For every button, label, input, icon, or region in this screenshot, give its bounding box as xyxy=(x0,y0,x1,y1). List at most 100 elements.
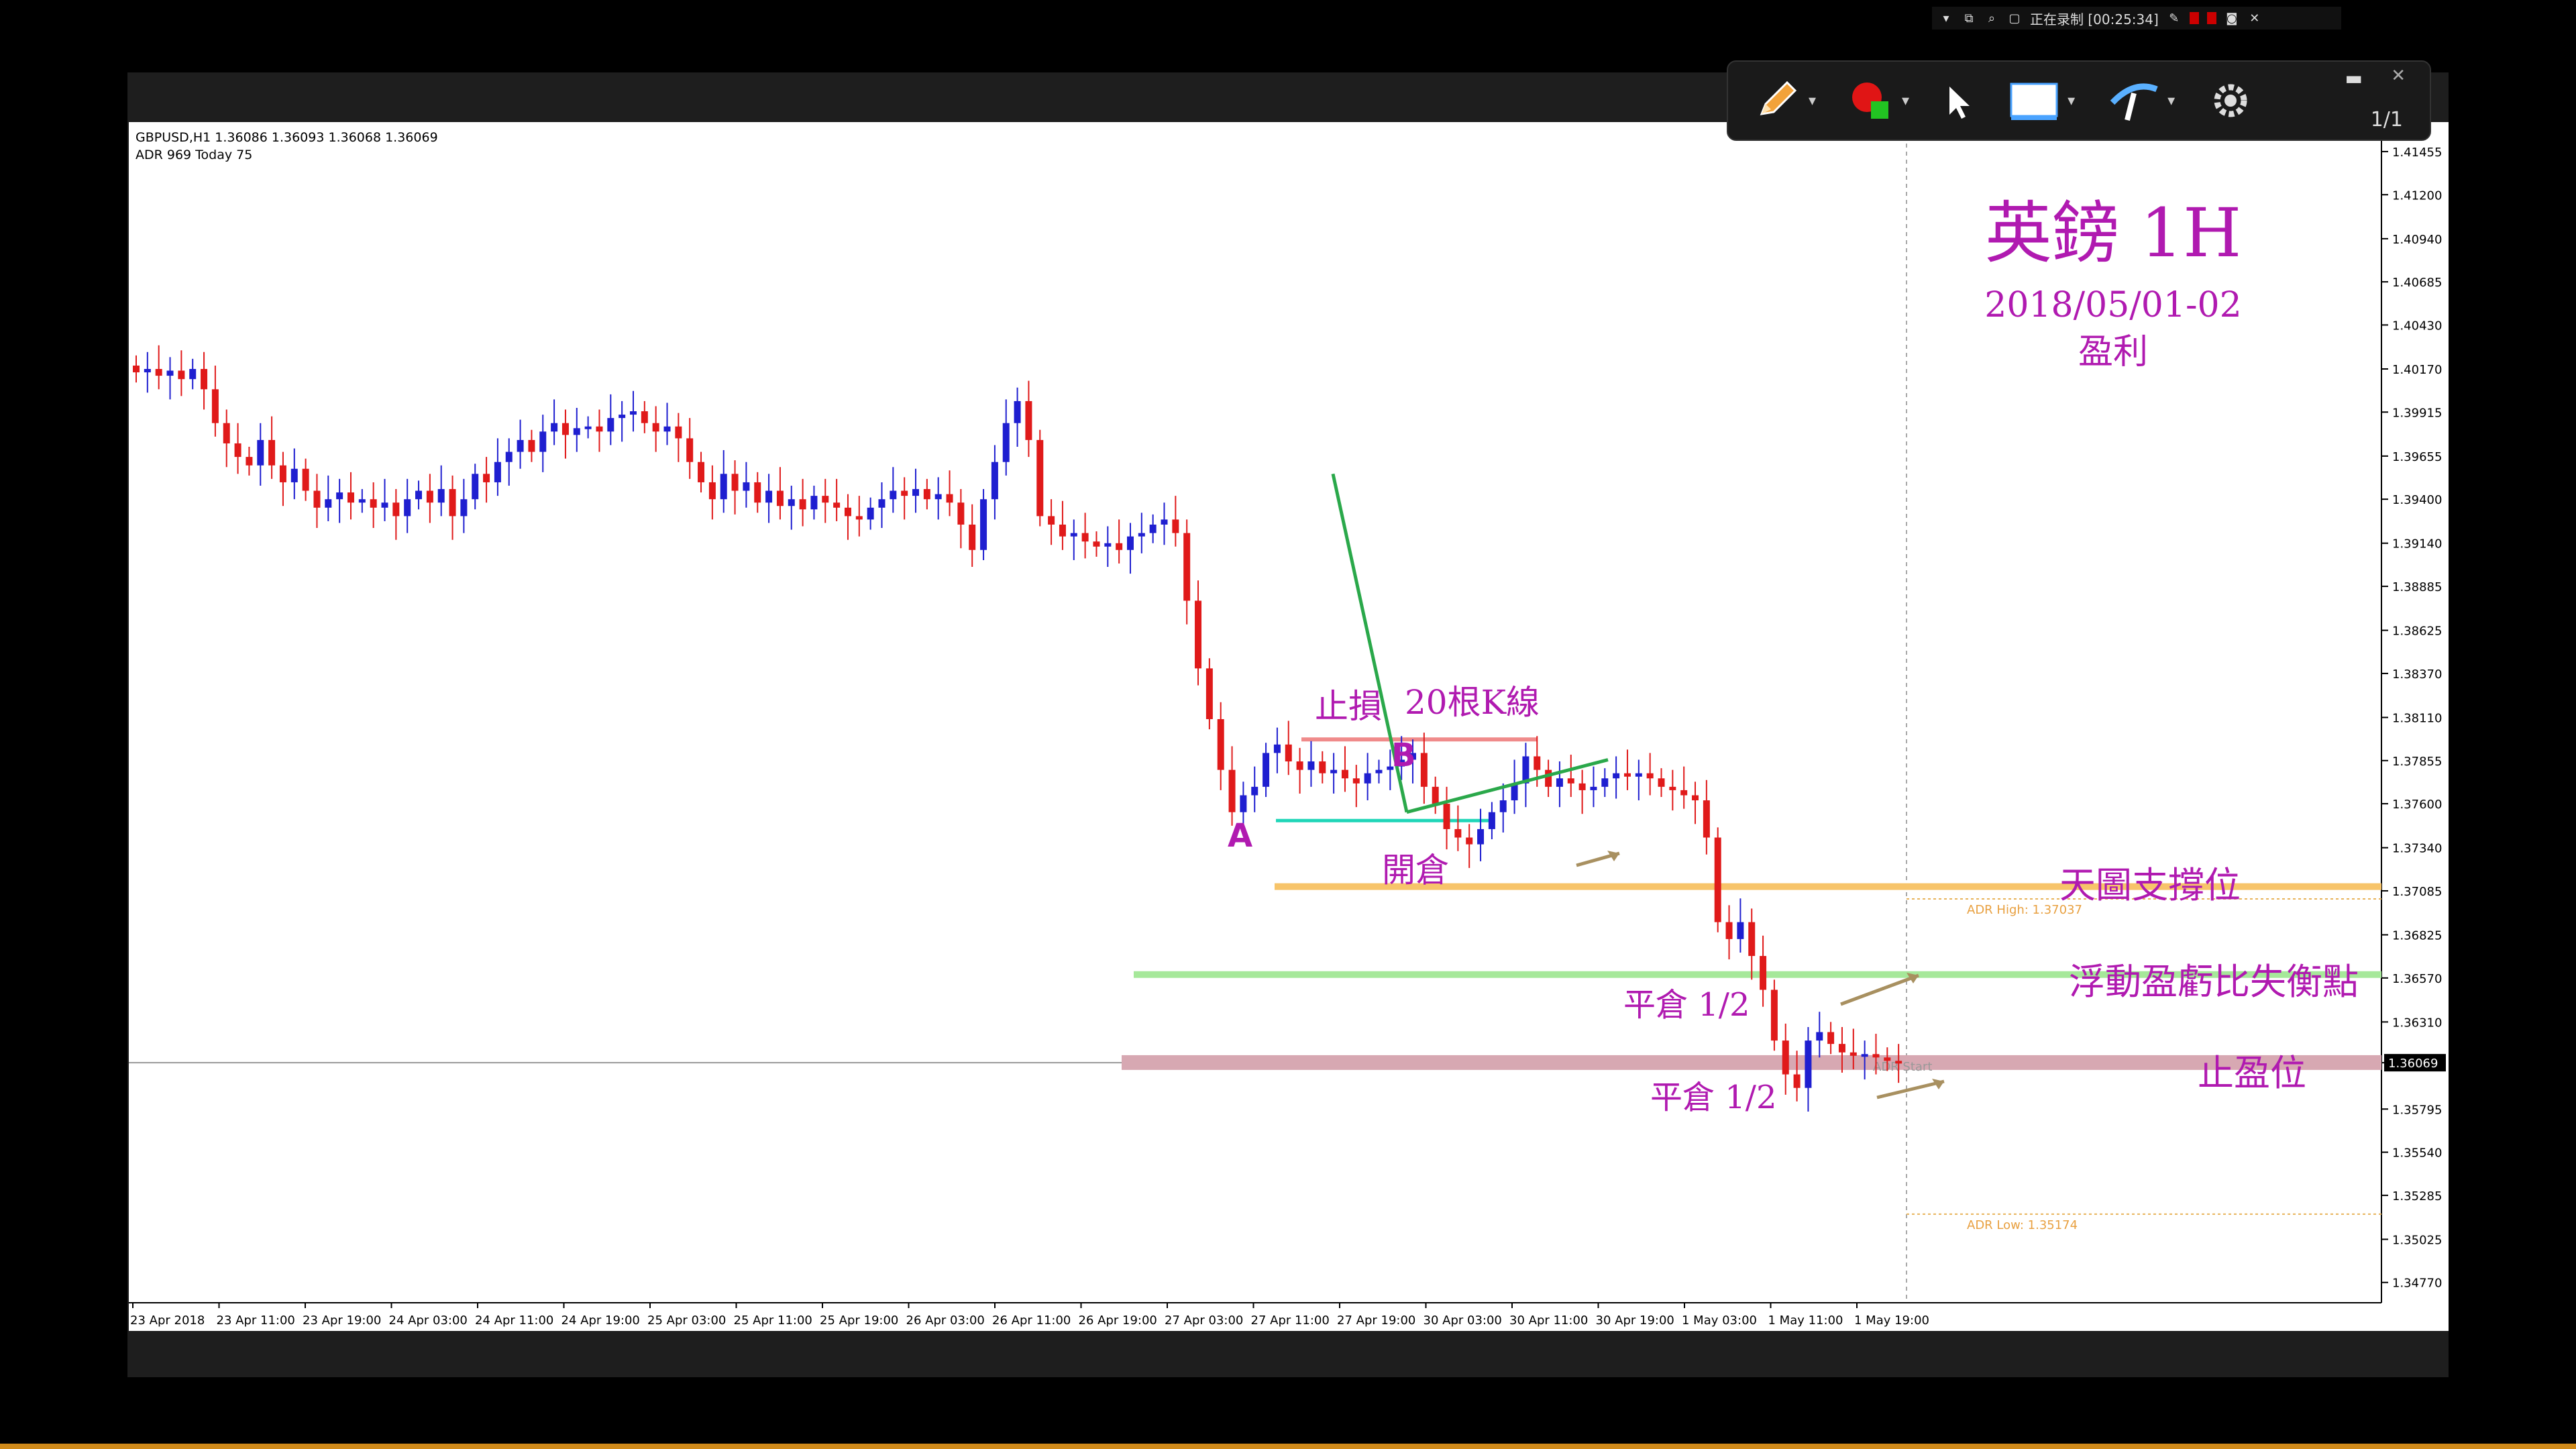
stop-loss-label: 止損 xyxy=(1315,687,1382,726)
candle-bull xyxy=(404,499,411,517)
candle-bull xyxy=(1149,525,1157,533)
time-tick-label: 26 Apr 03:00 xyxy=(906,1313,985,1328)
candle-bear xyxy=(675,426,682,439)
zoom-icon[interactable]: ⌕ xyxy=(1988,11,1996,25)
time-tick-label: 26 Apr 11:00 xyxy=(992,1313,1071,1328)
chevron-down-icon[interactable]: ▾ xyxy=(1902,92,1910,109)
candle-bear xyxy=(449,489,456,517)
open-arrow-head xyxy=(1607,851,1619,861)
adr-low-label: ADR Low: 1.35174 xyxy=(1967,1218,2078,1232)
price-tick-label: 1.36570 xyxy=(2392,972,2442,986)
pen-icon[interactable]: ✎ xyxy=(2169,11,2180,25)
candle-bear xyxy=(1895,1061,1902,1064)
candle-bull xyxy=(1251,786,1258,796)
chevron-down-icon[interactable]: ▾ xyxy=(1809,92,1817,109)
candle-bear xyxy=(302,468,309,491)
chevron-down-icon[interactable]: ▾ xyxy=(2068,92,2076,109)
adr-high-label: ADR High: 1.37037 xyxy=(1967,903,2082,917)
time-tick-label: 1 May 11:00 xyxy=(1768,1313,1843,1328)
candle-bear xyxy=(1534,756,1541,770)
close-half-2-label: 平倉 1/2 xyxy=(1650,1079,1777,1116)
candle-bull xyxy=(584,426,592,429)
close-icon[interactable]: ✕ xyxy=(2391,66,2406,86)
highlighter-icon xyxy=(2110,83,2158,121)
chart-window[interactable]: 1.41455 1.41200 1.40940 1.40685 1.40430 1.401… xyxy=(129,122,2449,1331)
current-price-tag xyxy=(2384,1054,2446,1072)
candle-bull xyxy=(765,490,773,503)
time-tick-label: 25 Apr 03:00 xyxy=(647,1313,726,1328)
annotation-toolbar: ▾ ▾ ▾ ▾ ▬ ✕ 1/1 xyxy=(1727,60,2431,141)
candle-bull xyxy=(1635,773,1642,777)
price-chart[interactable]: 1.41455 1.41200 1.40940 1.40685 1.40430 1.401… xyxy=(129,122,2449,1331)
candle-bear xyxy=(1183,533,1191,601)
candle-bear xyxy=(1770,989,1778,1041)
price-tick-label: 1.36825 xyxy=(2392,929,2442,943)
candle-bear xyxy=(246,457,253,466)
rectangle-tool[interactable]: ▾ xyxy=(2007,77,2075,124)
window-icon[interactable]: ⧉ xyxy=(1964,11,1974,25)
price-tick-label: 1.38625 xyxy=(2392,625,2442,639)
pointer-tool[interactable] xyxy=(1941,77,1975,124)
candle-bull xyxy=(1330,769,1338,773)
candle-bull xyxy=(460,499,468,517)
candle-bear xyxy=(1725,922,1733,939)
candle-bull xyxy=(1387,766,1394,770)
record-stop-icon[interactable] xyxy=(2189,12,2199,24)
price-tick-label: 1.37085 xyxy=(2392,885,2442,899)
point-b-label: B xyxy=(1391,737,1416,774)
candle-bull xyxy=(1613,773,1620,779)
region-icon[interactable]: ▢ xyxy=(2008,11,2021,25)
highlighter-tool[interactable]: ▾ xyxy=(2107,77,2175,124)
record-pause-icon[interactable] xyxy=(2206,12,2216,24)
chevron-down-icon[interactable]: ▾ xyxy=(2167,92,2176,109)
time-tick-label: 30 Apr 19:00 xyxy=(1596,1313,1674,1328)
candle-bear xyxy=(426,490,433,503)
candle-bear xyxy=(822,496,829,503)
price-tick-label: 1.37600 xyxy=(2392,798,2442,812)
color-tool[interactable]: ▾ xyxy=(1848,77,1909,124)
candle-bear xyxy=(1680,790,1688,796)
candle-bull xyxy=(629,411,637,415)
price-tick-label: 1.39400 xyxy=(2392,493,2442,507)
pencil-tool[interactable]: ▾ xyxy=(1755,77,1816,124)
price-tick-label: 1.38370 xyxy=(2392,667,2442,682)
candle-bear xyxy=(1172,519,1179,533)
candle-bear xyxy=(1623,773,1631,777)
dropdown-icon[interactable]: ▾ xyxy=(1943,11,1949,25)
candle-bull xyxy=(867,507,874,520)
candle-bear xyxy=(1692,795,1699,801)
candle-bull xyxy=(1816,1032,1823,1041)
candle-bear xyxy=(483,474,490,482)
time-tick-label: 27 Apr 19:00 xyxy=(1337,1313,1415,1328)
candle-bull xyxy=(358,499,366,503)
candle-bull xyxy=(1409,753,1417,760)
time-tick-label: 27 Apr 03:00 xyxy=(1165,1313,1243,1328)
candle-bear xyxy=(155,369,162,376)
candle-bear xyxy=(1748,922,1756,957)
candle-bear xyxy=(1036,439,1044,517)
take-profit-label: 止盈位 xyxy=(2198,1052,2306,1094)
candle-bear xyxy=(957,502,965,525)
open-position-label: 開倉 xyxy=(1382,851,1449,890)
candle-bull xyxy=(619,415,626,419)
time-tick-label: 24 Apr 11:00 xyxy=(475,1313,553,1328)
screen-recorder-bar: ▾ ⧉ ⌕ ▢ 正在录制 [00:25:34] ✎ ◙ ✕ xyxy=(1932,7,2341,30)
candle-bull xyxy=(472,474,479,500)
candle-bear xyxy=(652,423,659,432)
candle-bear xyxy=(1567,778,1574,784)
candle-bear xyxy=(1432,786,1439,804)
minimize-icon[interactable]: ▬ xyxy=(2345,67,2363,89)
close-icon[interactable]: ✕ xyxy=(2249,11,2260,25)
candle-bear xyxy=(1872,1054,1880,1058)
price-tick-label: 1.40685 xyxy=(2392,276,2442,290)
candle-bear xyxy=(1827,1032,1835,1044)
take-profit-band xyxy=(1122,1055,2381,1070)
candle-bear xyxy=(234,443,241,458)
camera-icon[interactable]: ◙ xyxy=(2226,11,2238,25)
candle-bull xyxy=(551,423,558,432)
price-tick-label: 1.38110 xyxy=(2392,711,2442,725)
impulse-trendline xyxy=(1331,473,1409,813)
candle-bear xyxy=(776,490,784,506)
price-tick-label: 1.35285 xyxy=(2392,1189,2442,1203)
settings-tool[interactable] xyxy=(2207,77,2254,124)
